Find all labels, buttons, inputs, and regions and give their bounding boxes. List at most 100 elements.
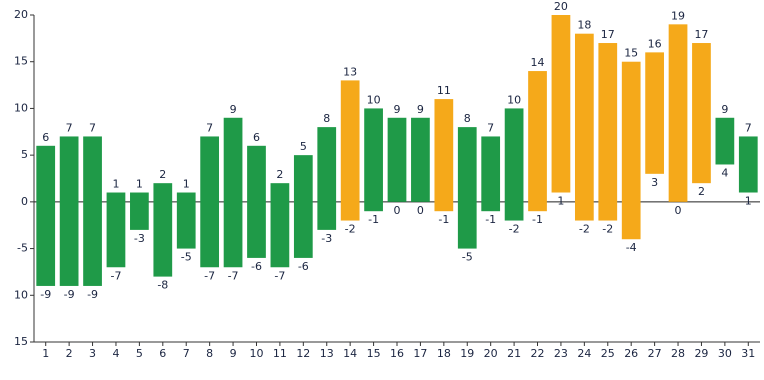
low-label: 0 — [394, 204, 401, 217]
high-label: 10 — [507, 93, 521, 106]
x-tick-label: 2 — [66, 347, 73, 360]
y-tick-label: 20 — [14, 8, 28, 21]
bar — [247, 145, 266, 258]
bar — [153, 183, 173, 277]
x-tick-label: 4 — [112, 347, 119, 360]
low-label: -2 — [579, 223, 590, 236]
x-tick-label: 18 — [437, 347, 451, 360]
x-tick-label: 9 — [230, 347, 237, 360]
bar — [293, 155, 313, 258]
x-tick-label: 1 — [42, 347, 49, 360]
low-label: -1 — [485, 213, 496, 226]
low-label: 0 — [417, 204, 424, 217]
bar — [106, 192, 126, 268]
high-label: 8 — [323, 112, 330, 125]
low-label: 4 — [721, 166, 728, 179]
bar — [528, 71, 547, 212]
high-label: 17 — [694, 28, 708, 41]
bar — [387, 117, 407, 202]
y-tick-label: 15 — [14, 335, 28, 348]
high-label: 1 — [112, 178, 119, 191]
bar — [692, 43, 711, 184]
x-tick-label: 25 — [601, 347, 615, 360]
x-tick-label: 5 — [136, 347, 143, 360]
low-label: -1 — [438, 213, 449, 226]
high-label: 19 — [671, 9, 685, 22]
x-tick-label: 23 — [554, 347, 568, 360]
low-label: -5 — [181, 251, 192, 264]
bar — [715, 117, 735, 165]
high-label: 7 — [66, 121, 73, 134]
high-label: 16 — [648, 37, 662, 50]
low-label: -9 — [40, 288, 51, 301]
high-label: 11 — [437, 84, 451, 97]
bar — [223, 117, 243, 268]
high-label: 7 — [89, 121, 96, 134]
y-tick-label: 5 — [21, 148, 28, 161]
bar — [411, 117, 430, 202]
high-label: 13 — [343, 65, 357, 78]
low-label: 1 — [557, 195, 564, 208]
low-label: -4 — [626, 241, 637, 254]
x-tick-label: 29 — [694, 347, 708, 360]
x-tick-label: 31 — [741, 347, 755, 360]
low-label: -7 — [274, 269, 285, 282]
x-tick-label: 27 — [648, 347, 662, 360]
high-label: 6 — [253, 131, 260, 144]
x-tick-label: 7 — [183, 347, 190, 360]
low-label: 1 — [745, 195, 752, 208]
x-tick-label: 21 — [507, 347, 521, 360]
x-tick-label: 16 — [390, 347, 404, 360]
bar — [340, 80, 360, 221]
high-label: 9 — [417, 103, 424, 116]
bar — [481, 136, 501, 212]
low-label: -5 — [462, 251, 473, 264]
x-tick-label: 6 — [159, 347, 166, 360]
high-label: 6 — [42, 131, 49, 144]
bar — [504, 108, 524, 221]
bar — [83, 136, 102, 286]
high-label: 9 — [230, 103, 237, 116]
low-label: -8 — [157, 279, 168, 292]
bar — [130, 192, 149, 230]
low-label: -9 — [64, 288, 75, 301]
low-label: -6 — [251, 260, 262, 273]
high-label: 14 — [531, 56, 545, 69]
low-label: -2 — [509, 223, 520, 236]
bar — [598, 43, 618, 221]
x-tick-label: 15 — [367, 347, 381, 360]
y-tick-label: 15 — [14, 55, 28, 68]
high-label: 2 — [276, 168, 283, 181]
high-label: 9 — [394, 103, 401, 116]
x-tick-label: 28 — [671, 347, 685, 360]
high-label: 2 — [159, 168, 166, 181]
high-label: 1 — [183, 178, 190, 191]
bar — [738, 136, 758, 193]
x-tick-label: 26 — [624, 347, 638, 360]
low-label: -1 — [368, 213, 379, 226]
high-label: 17 — [601, 28, 615, 41]
high-label: 7 — [487, 121, 494, 134]
high-label: 18 — [577, 19, 591, 32]
x-tick-label: 10 — [249, 347, 263, 360]
high-label: 7 — [745, 121, 752, 134]
bar — [457, 127, 477, 249]
high-label: 9 — [721, 103, 728, 116]
x-tick-label: 8 — [206, 347, 213, 360]
x-tick-label: 12 — [296, 347, 310, 360]
low-label: -1 — [532, 213, 543, 226]
x-tick-label: 19 — [460, 347, 474, 360]
high-label: 5 — [300, 140, 307, 153]
y-tick-label: 10 — [14, 101, 28, 114]
y-tick-label: -5 — [17, 242, 28, 255]
high-label: 8 — [464, 112, 471, 125]
x-tick-label: 30 — [718, 347, 732, 360]
y-tick-label: 0 — [21, 195, 28, 208]
bar — [176, 192, 196, 249]
x-tick-label: 13 — [320, 347, 334, 360]
x-tick-label: 17 — [413, 347, 427, 360]
low-label: 2 — [698, 185, 705, 198]
high-label: 20 — [554, 0, 568, 13]
x-tick-label: 11 — [273, 347, 287, 360]
